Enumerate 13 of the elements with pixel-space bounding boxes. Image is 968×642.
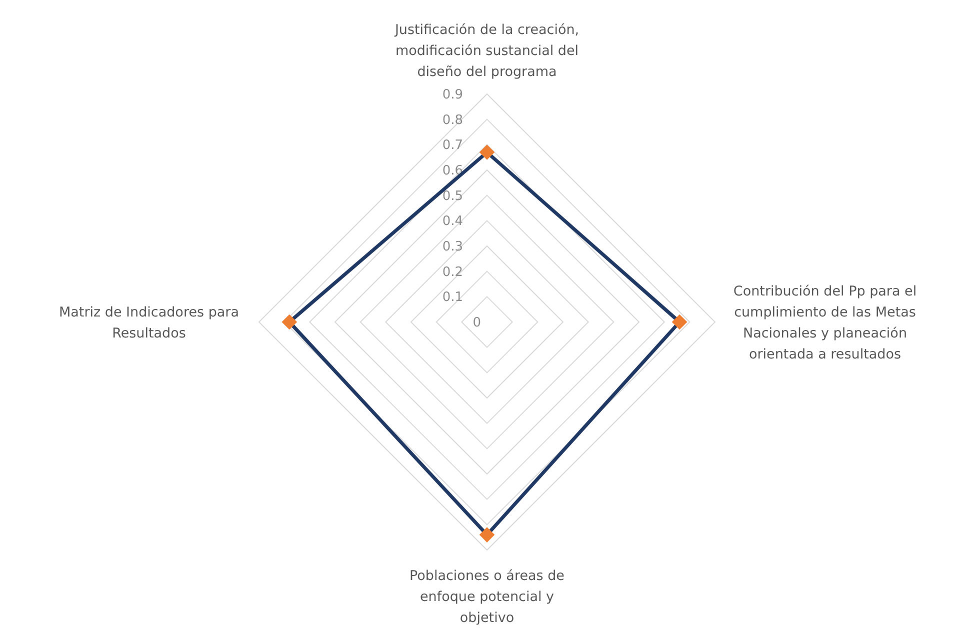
y-tick-label: 0.3 [442,240,463,255]
y-tick-label: 0.7 [442,138,463,154]
y-tick-label: 0.8 [442,112,463,128]
spoke-label: Justificación de la creación, modificación sustancial del diseño del programa [394,22,580,80]
y-tick-label: 0.5 [442,188,463,204]
y-tick-label: 0.2 [442,264,463,280]
y-tick-label: 0.9 [442,88,463,103]
y-tick-label: 0.4 [442,214,463,230]
spoke-label: Contribución del Pp para el cumplimiento de las Metas Nacionales y planeación orientada a resultados [733,284,917,362]
spoke-label: Matriz de Indicadores para Resultados [59,304,239,342]
y-tick-label: 0.1 [442,290,463,306]
spoke-label: Poblaciones o áreas de enfoque potencial y objetivo [410,568,564,626]
y-tick-label: 0 [472,316,481,331]
